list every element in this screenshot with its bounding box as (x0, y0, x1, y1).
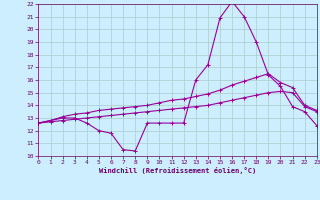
X-axis label: Windchill (Refroidissement éolien,°C): Windchill (Refroidissement éolien,°C) (99, 167, 256, 174)
